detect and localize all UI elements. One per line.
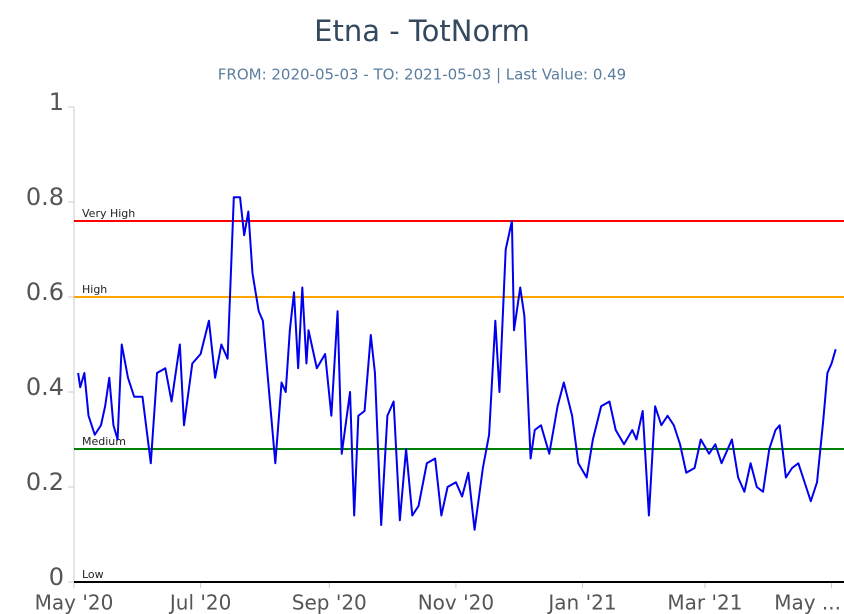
threshold-label: High	[82, 283, 107, 296]
x-tick-label: May '20	[35, 591, 114, 614]
x-tick-label: Jul '20	[168, 591, 231, 614]
x-tick-label: Sep '20	[292, 591, 367, 614]
chart-subtitle: FROM: 2020-05-03 - TO: 2021-05-03 | Last…	[218, 66, 626, 84]
y-tick-label: 0.8	[26, 183, 64, 211]
threshold-label: Low	[82, 568, 104, 581]
y-tick-label: 1	[49, 88, 64, 116]
x-tick-label: Jan '21	[546, 591, 616, 614]
y-tick-label: 0.4	[26, 373, 64, 401]
x-tick-label: Mar '21	[667, 591, 742, 614]
threshold-label: Very High	[82, 207, 135, 220]
threshold-label: Medium	[82, 435, 126, 448]
x-tick-label: May ...	[774, 591, 841, 614]
chart-title: Etna - TotNorm	[314, 14, 530, 48]
y-tick-label: 0.2	[26, 468, 64, 496]
y-tick-label: 0	[49, 563, 64, 591]
x-tick-label: Nov '20	[418, 591, 494, 614]
y-tick-label: 0.6	[26, 278, 64, 306]
data-line	[77, 196, 837, 531]
